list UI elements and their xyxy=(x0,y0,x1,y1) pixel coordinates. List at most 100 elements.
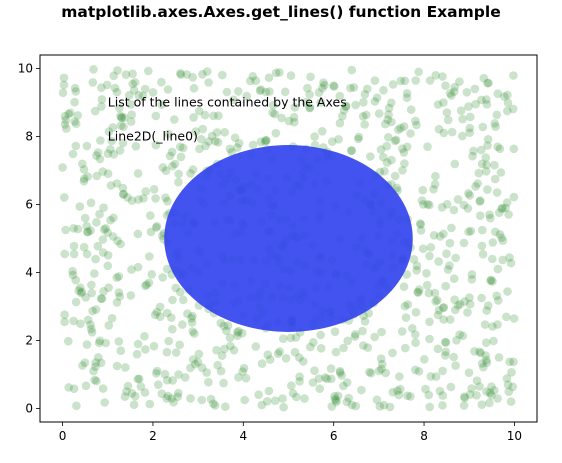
scatter-point xyxy=(414,67,424,77)
scatter-point xyxy=(358,326,367,336)
scatter-point xyxy=(87,328,97,337)
scatter-point xyxy=(501,203,510,213)
scatter-point xyxy=(455,330,464,339)
scatter-point xyxy=(482,160,491,170)
scatter-point xyxy=(344,393,354,403)
scatter-point xyxy=(381,119,390,129)
scatter-point xyxy=(75,202,85,211)
scatter-point xyxy=(103,149,113,158)
scatter-point xyxy=(476,145,486,155)
scatter-point xyxy=(482,387,491,396)
scatter-point xyxy=(229,95,238,105)
scatter-point xyxy=(370,97,380,106)
scatter-point xyxy=(112,179,122,188)
scatter-point xyxy=(382,141,392,151)
scatter-point xyxy=(60,120,70,129)
scatter-point xyxy=(303,83,312,93)
scatter-point xyxy=(316,344,326,353)
scatter-point xyxy=(79,165,89,174)
scatter-point xyxy=(76,288,86,298)
scatter-point xyxy=(361,110,371,120)
scatter-point xyxy=(220,128,229,137)
scatter-point xyxy=(460,393,470,403)
scatter-point xyxy=(327,374,336,384)
scatter-point xyxy=(115,146,125,155)
scatter-point xyxy=(433,344,443,354)
scatter-point xyxy=(116,111,125,121)
scatter-point xyxy=(86,198,96,208)
scatter-point xyxy=(233,143,242,152)
scatter-point xyxy=(446,382,456,392)
scatter-point xyxy=(377,359,387,369)
scatter-point xyxy=(483,135,493,144)
scatter-point xyxy=(505,253,514,262)
scatter-point xyxy=(314,374,324,383)
scatter-point xyxy=(509,357,518,367)
scatter-point xyxy=(107,313,117,323)
scatter-point xyxy=(460,392,469,402)
scatter-point xyxy=(305,103,315,113)
scatter-point xyxy=(310,366,319,376)
scatter-point xyxy=(80,358,90,368)
scatter-point xyxy=(95,336,105,346)
scatter-point xyxy=(421,384,430,394)
scatter-point xyxy=(471,182,480,191)
scatter-point xyxy=(119,122,128,131)
x-axis: 0 2 4 6 8 10 xyxy=(59,422,522,443)
scatter-point xyxy=(486,213,495,223)
scatter-point xyxy=(161,193,170,202)
scatter-point xyxy=(298,357,308,366)
scatter-point xyxy=(114,272,124,281)
scatter-point xyxy=(347,400,357,410)
y-tick-label: 0 xyxy=(25,401,33,415)
scatter-point xyxy=(278,334,288,344)
scatter-point xyxy=(388,387,398,397)
scatter-point xyxy=(69,316,78,326)
scatter-point xyxy=(61,225,70,235)
scatter-point xyxy=(218,70,227,80)
scatter-point xyxy=(64,383,73,392)
scatter-point xyxy=(229,345,239,355)
scatter-point xyxy=(133,374,143,384)
scatter-point xyxy=(342,397,352,407)
scatter-point xyxy=(234,87,243,96)
scatter-point xyxy=(470,347,479,356)
scatter-point xyxy=(82,221,91,231)
scatter-point xyxy=(477,159,487,169)
scatter-point xyxy=(81,293,90,302)
scatter-point xyxy=(335,118,345,128)
scatter-point xyxy=(449,205,459,215)
scatter-point xyxy=(398,144,407,153)
scatter-point xyxy=(68,149,78,159)
scatter-point xyxy=(472,376,482,386)
scatter-point xyxy=(342,378,352,387)
scatter-point xyxy=(490,119,500,128)
scatter-point xyxy=(146,211,155,220)
scatter-point xyxy=(139,194,148,203)
scatter-point xyxy=(441,338,451,347)
scatter-point xyxy=(133,229,143,239)
scatter-point xyxy=(478,122,488,132)
scatter-point xyxy=(445,89,455,98)
scatter-point xyxy=(419,200,428,209)
scatter-point xyxy=(411,338,420,348)
scatter-point xyxy=(117,113,127,122)
scatter-point xyxy=(399,122,409,131)
scatter-point xyxy=(98,167,108,176)
scatter-point xyxy=(109,150,119,159)
scatter-point xyxy=(433,296,442,305)
scatter-point xyxy=(451,253,460,263)
scatter-point xyxy=(99,225,109,234)
scatter-point xyxy=(91,305,101,314)
scatter-point xyxy=(284,116,294,126)
scatter-point xyxy=(290,103,300,112)
scatter-point xyxy=(198,70,207,79)
scatter-point xyxy=(447,91,456,100)
scatter-point xyxy=(241,373,251,383)
scatter-point xyxy=(193,357,203,367)
scatter-point xyxy=(495,230,505,239)
scatter-point xyxy=(476,348,486,358)
scatter-point xyxy=(123,381,133,391)
scatter-point xyxy=(305,103,315,112)
scatter-point xyxy=(129,400,139,410)
